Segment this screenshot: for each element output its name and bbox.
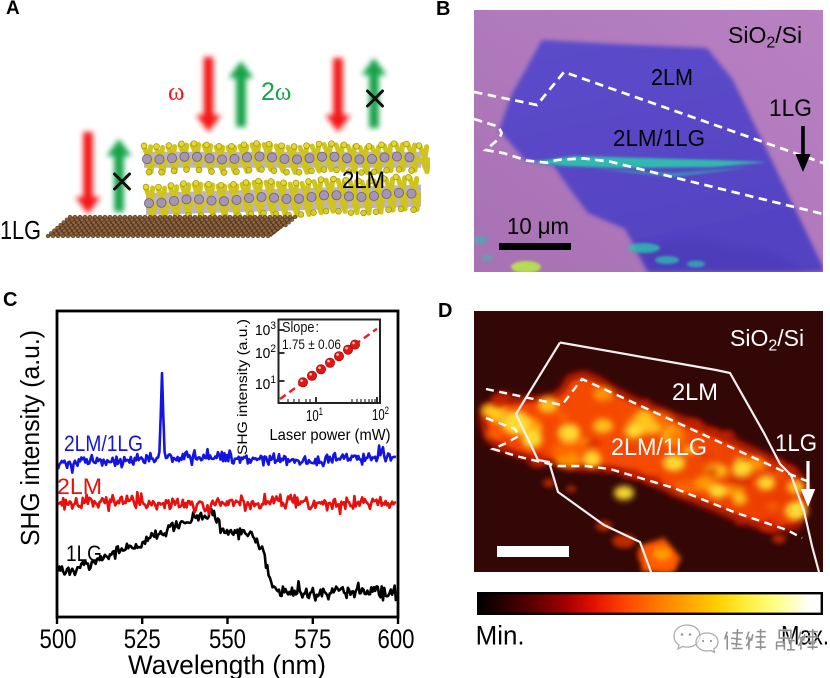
svg-text:SHG intensity (a.u.): SHG intensity (a.u.) <box>234 319 250 455</box>
svg-text:2ω: 2ω <box>261 78 291 106</box>
svg-text:1LG: 1LG <box>66 541 102 566</box>
svg-text:2LM: 2LM <box>57 474 102 499</box>
svg-text:10 μm: 10 μm <box>507 213 569 239</box>
svg-text:Wavelength (nm): Wavelength (nm) <box>128 650 326 678</box>
svg-text:525: 525 <box>124 624 161 654</box>
svg-text:102: 102 <box>255 343 276 362</box>
svg-text:2LM/1LG: 2LM/1LG <box>611 434 707 461</box>
svg-text:1LG: 1LG <box>0 215 41 245</box>
svg-text:ω: ω <box>168 79 184 106</box>
svg-text:1LG: 1LG <box>775 430 817 457</box>
svg-text:SiO2/Si: SiO2/Si <box>728 22 802 52</box>
svg-text:600: 600 <box>378 624 415 654</box>
svg-text:2LM: 2LM <box>651 64 693 90</box>
svg-text:500: 500 <box>40 624 77 654</box>
svg-text:Laser power (mW): Laser power (mW) <box>270 427 391 444</box>
svg-text:2LM: 2LM <box>342 167 385 194</box>
svg-text:1.75 ± 0.06: 1.75 ± 0.06 <box>282 336 341 352</box>
svg-text:2LM/1LG: 2LM/1LG <box>613 125 705 151</box>
svg-text:103: 103 <box>255 320 276 339</box>
svg-text:102: 102 <box>372 405 389 424</box>
svg-text:SiO2/Si: SiO2/Si <box>730 325 804 355</box>
svg-text:Slope :: Slope : <box>282 319 319 336</box>
svg-text:SHG intensity (a.u.): SHG intensity (a.u.) <box>15 330 45 546</box>
svg-text:Min.: Min. <box>476 621 525 651</box>
svg-text:575: 575 <box>294 624 331 654</box>
svg-text:101: 101 <box>255 374 276 393</box>
svg-text:2LM: 2LM <box>672 379 718 406</box>
svg-text:2LM/1LG: 2LM/1LG <box>64 431 143 456</box>
svg-text:550: 550 <box>209 624 246 654</box>
svg-text:1LG: 1LG <box>769 95 812 122</box>
svg-text:101: 101 <box>306 406 323 425</box>
